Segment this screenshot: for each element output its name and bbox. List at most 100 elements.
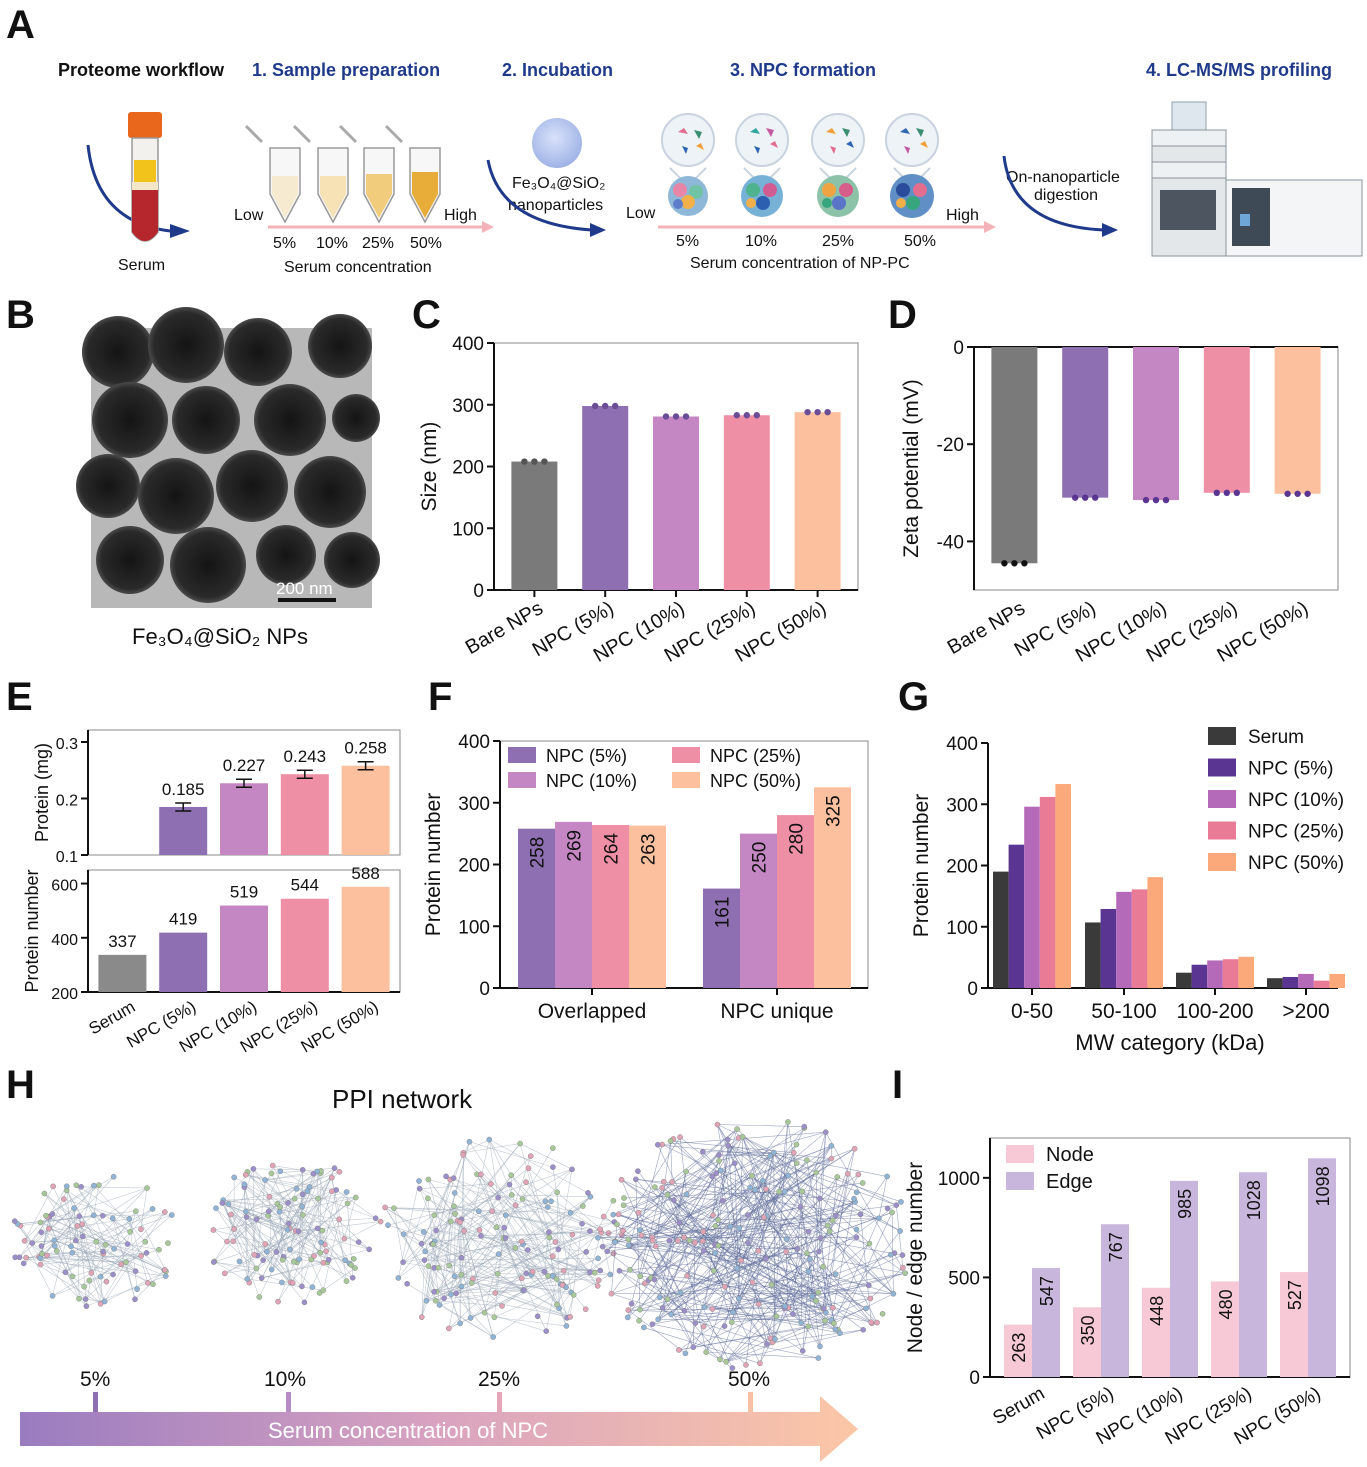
ppi-node: [527, 1153, 534, 1159]
ppi-node: [834, 1174, 841, 1180]
ppi-node: [145, 1280, 151, 1286]
ppi-node: [587, 1228, 593, 1234]
chart-e-bottom-value-label: 588: [351, 864, 379, 883]
ppi-node: [866, 1240, 873, 1247]
ppi-node: [554, 1301, 560, 1308]
ppi-node: [168, 1212, 175, 1218]
ppi-edge: [232, 1173, 272, 1242]
ppi-node: [637, 1273, 644, 1280]
ppi-node: [134, 1286, 140, 1292]
ppi-edge: [628, 1309, 686, 1354]
ppi-node: [563, 1323, 570, 1329]
ppi-node: [400, 1231, 407, 1237]
chart-f-legend-swatch: [508, 747, 536, 763]
chart-c-point: [531, 458, 538, 465]
ppi-edge: [469, 1141, 563, 1286]
nanoparticle-icon: [532, 118, 582, 168]
ppi-node: [299, 1191, 306, 1198]
ppi-node: [890, 1290, 897, 1297]
ppi-edge: [100, 1211, 166, 1277]
ppi-node: [794, 1246, 801, 1252]
ppi-edge: [819, 1173, 849, 1347]
chart-i-y-tick-label: 1000: [938, 1169, 980, 1190]
ppi-node: [110, 1271, 116, 1278]
ppi-node: [306, 1184, 313, 1190]
ppi-node: [621, 1195, 627, 1201]
ppi-edge: [44, 1193, 115, 1250]
ppi-node: [816, 1195, 823, 1202]
ppi-edge: [714, 1162, 797, 1254]
ppi-node: [231, 1226, 237, 1232]
ppi-edge: [41, 1231, 76, 1241]
ppi-edge: [445, 1176, 497, 1228]
ppi-edge: [46, 1187, 148, 1256]
ppi-edge: [670, 1140, 673, 1182]
tem-nanoparticle: [138, 458, 214, 534]
digestion-arrow: [1002, 155, 1105, 232]
ppi-node: [296, 1256, 302, 1263]
ppi-node: [348, 1262, 355, 1268]
ppi-edge: [623, 1205, 738, 1269]
ppi-edge: [269, 1171, 281, 1197]
conc-10-label-2: 10%: [745, 233, 777, 250]
ppi-edge: [738, 1298, 789, 1309]
ppi-node: [546, 1234, 553, 1241]
ppi-edge: [307, 1190, 352, 1266]
ppi-node: [569, 1231, 576, 1238]
ppi-node: [616, 1268, 623, 1274]
ppi-node: [768, 1281, 775, 1288]
chart-e-bottom-y-tick-label: 400: [51, 932, 78, 949]
ppi-node: [739, 1133, 746, 1140]
chart-g-bar: [1131, 889, 1148, 988]
ppi-node: [820, 1263, 826, 1270]
ppi-edge: [896, 1205, 904, 1268]
chart-i-bar: [1004, 1324, 1032, 1377]
ppi-node: [46, 1225, 52, 1232]
ppi-node: [900, 1264, 906, 1271]
ppi-node: [732, 1160, 738, 1167]
ppi-edge: [38, 1256, 114, 1275]
ppi-node: [635, 1168, 641, 1174]
chart-g-legend-label: NPC (50%): [1248, 853, 1344, 874]
ppi-edge: [269, 1171, 340, 1197]
chart-c-point: [541, 458, 548, 465]
ppi-node: [804, 1157, 810, 1163]
ppi-edge: [480, 1174, 525, 1291]
chart-g-bar: [1222, 959, 1239, 988]
ppi-node: [553, 1276, 560, 1282]
chart-c-point: [521, 458, 528, 465]
ppi-node: [677, 1289, 684, 1296]
ppi-node: [828, 1143, 835, 1149]
chart-c-point: [672, 413, 680, 420]
chart-g-bar: [1329, 973, 1345, 988]
ppi-edge: [52, 1213, 128, 1245]
ppi-edge: [870, 1267, 904, 1299]
ppi-edge: [20, 1225, 33, 1244]
ppi-edge: [725, 1337, 771, 1363]
chart-e-bottom-value-label: 419: [169, 910, 197, 929]
ppi-edge: [245, 1174, 337, 1191]
ppi-node: [156, 1246, 162, 1253]
chart-e-bottom-value-label: 337: [108, 932, 136, 951]
ppi-edge: [277, 1282, 291, 1302]
ppi-node: [655, 1316, 661, 1323]
chart-e-bottom-y-tick-label: 200: [51, 986, 78, 1003]
ppi-node: [50, 1183, 56, 1190]
chart-g-y-tick-label: 100: [946, 918, 978, 939]
ppi-edge: [112, 1218, 136, 1300]
ppi-node: [37, 1219, 44, 1226]
ppi-edge: [91, 1208, 153, 1274]
ppi-edge: [407, 1283, 494, 1338]
ppi-node: [519, 1196, 526, 1202]
ppi-node: [501, 1224, 508, 1231]
ppi-edge: [246, 1191, 347, 1280]
ppi-edge: [628, 1158, 832, 1240]
ppi-node: [749, 1279, 756, 1286]
chart-c-bar: [653, 416, 699, 590]
ppi-node: [79, 1221, 86, 1228]
ppi-edge: [385, 1207, 456, 1215]
ppi-edge: [827, 1148, 855, 1226]
ppi-node: [447, 1218, 454, 1225]
ppi-edge: [522, 1198, 615, 1223]
